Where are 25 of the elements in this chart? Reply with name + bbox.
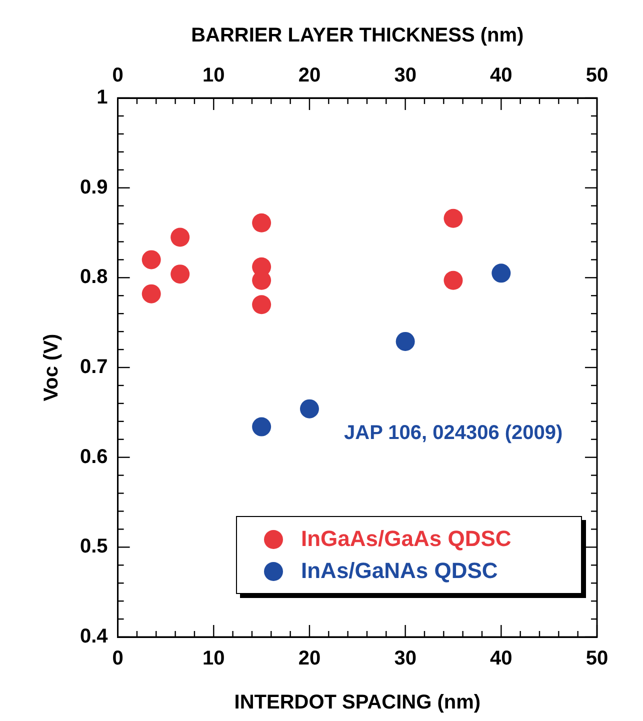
legend-label: InGaAs/GaAs QDSC [301,526,512,552]
y-tick-label: 0.4 [80,626,109,648]
x2-tick-label: 30 [394,64,416,87]
x2-tick-label: 0 [112,64,124,87]
x2-tick-label: 50 [586,64,608,87]
y-axis-title: Voc (V) [40,334,63,402]
x-tick-label: 10 [202,648,225,670]
x-tick-label: 0 [112,648,124,670]
annotation: JAP 106, 024306 (2009) [344,422,563,445]
y-tick-label: 0.6 [80,446,108,468]
y-tick-label: 0.9 [80,176,108,198]
y-tick-label: 0.7 [80,356,108,378]
x-tick-label: 40 [490,648,512,670]
x2-tick-label: 20 [298,64,321,87]
legend-label: InAs/GaNAs QDSC [301,558,498,584]
x-tick-label: 50 [586,648,608,670]
x-tick-label: 30 [394,648,416,670]
x2-tick-label: 10 [202,64,225,87]
x2-tick-label: 40 [490,64,512,87]
y-tick-label: 0.5 [80,536,108,558]
y-tick-label: 1 [96,86,108,109]
x-axis-title: INTERDOT SPACING (nm) [234,692,481,714]
y-tick-label: 0.8 [80,266,108,288]
x-tick-label: 20 [298,648,321,670]
x2-axis-title: BARRIER LAYER THICKNESS (nm) [191,24,524,47]
